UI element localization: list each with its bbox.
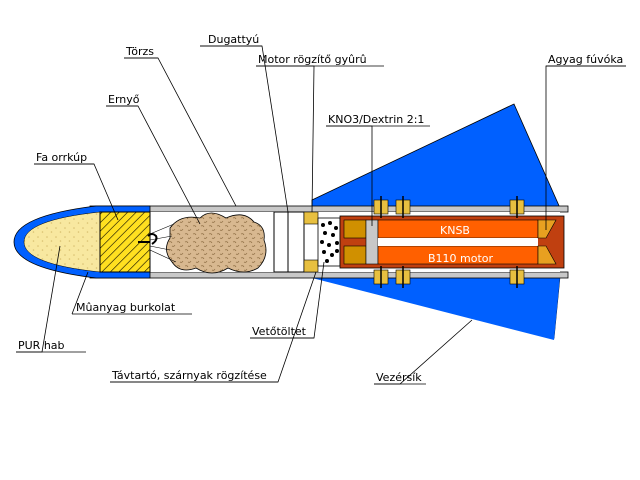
bolt-stems xyxy=(380,196,518,288)
ejection-charge-pellets xyxy=(320,221,339,263)
label-tavtarto: Távtartó, szárnyak rögzítése xyxy=(111,369,267,382)
motor-bulkhead-top xyxy=(343,219,367,239)
label-erny: Ernyő xyxy=(108,93,140,106)
leader-torzs xyxy=(124,57,237,207)
leader-muanyag xyxy=(71,271,89,315)
eye-hook xyxy=(138,233,158,245)
label-agyag-fuvoka: Agyag fúvóka xyxy=(548,53,623,66)
label-torzs: Törzs xyxy=(125,45,154,58)
parachute xyxy=(166,212,267,274)
nozzle-bottom xyxy=(537,245,557,265)
label-vetotoltet: Vetőtöltet xyxy=(252,325,307,338)
nose-foam xyxy=(23,211,101,273)
spacer-block-bottom xyxy=(303,259,319,273)
delay-charge xyxy=(365,219,379,265)
shroud-lines xyxy=(149,223,177,263)
motor-core xyxy=(378,238,538,246)
label-dugattyu: Dugattyú xyxy=(208,33,259,46)
leader-dugattyu xyxy=(200,45,289,213)
label-vezersik: Vezérsík xyxy=(376,371,422,384)
label-kno3: KNO3/Dextrin 2:1 xyxy=(328,113,424,126)
label-pur-hab: PUR hab xyxy=(18,339,65,352)
label-muanyag: Mûanyag burkolat xyxy=(76,301,176,314)
label-knsb: KNSB xyxy=(440,224,470,237)
body-tube-top-wall xyxy=(89,205,569,213)
piston xyxy=(273,211,289,273)
label-underlines xyxy=(16,45,626,385)
label-b110: B110 motor xyxy=(428,252,494,265)
body-tube-bottom-wall xyxy=(89,271,569,279)
motor-bulkhead-bottom xyxy=(343,245,367,265)
spacer-block-top xyxy=(303,211,319,225)
label-fa-orrkup: Fa orrkúp xyxy=(36,151,87,164)
leader-motor-rogzito xyxy=(256,65,315,213)
label-motor-rogzito: Motor rögzítő gyûrû xyxy=(258,53,367,66)
piston-right xyxy=(287,211,305,273)
nozzle-top xyxy=(537,219,557,239)
fin-lower-tip xyxy=(312,276,560,338)
